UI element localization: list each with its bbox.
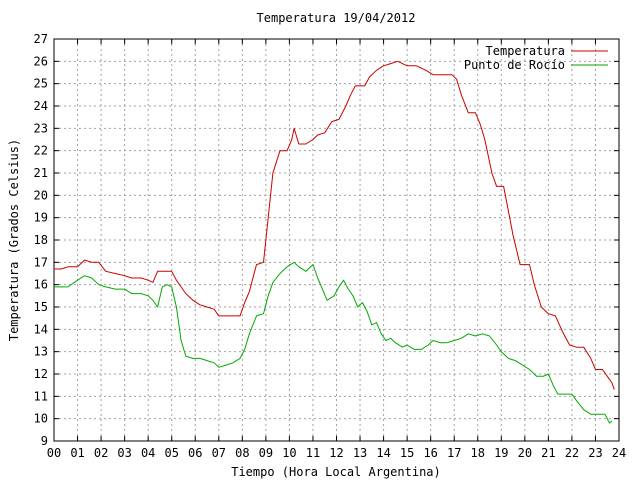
x-tick-label: 07 [212,446,226,460]
x-tick-label: 17 [447,446,461,460]
x-tick-label: 13 [353,446,367,460]
y-tick-label: 27 [34,32,48,46]
y-tick-label: 21 [34,166,48,180]
chart-title: Temperatura 19/04/2012 [257,11,416,25]
x-tick-label: 21 [541,446,555,460]
series-lines [54,60,615,424]
axis-ticks: 00 01 02 03 04 05 06 07 08 09 10 11 12 13 14 15 16 17 18 19… [34,32,627,460]
y-tick-label: 23 [34,121,48,135]
x-tick-label: 18 [471,446,485,460]
grid-lines [54,39,619,441]
x-tick-label: 00 [47,446,61,460]
x-tick-label: 08 [235,446,249,460]
x-tick-label: 05 [164,446,178,460]
x-tick-label: 12 [329,446,343,460]
y-tick-label: 19 [34,211,48,225]
y-tick-label: 25 [34,77,48,91]
x-tick-label: 15 [400,446,414,460]
x-axis-label: Tiempo (Hora Local Argentina) [231,465,441,479]
x-tick-label: 19 [494,446,508,460]
x-tick-label: 23 [588,446,602,460]
x-tick-label: 22 [565,446,579,460]
x-tick-label: 04 [141,446,155,460]
x-tick-label: 20 [518,446,532,460]
y-tick-label: 9 [41,434,48,448]
y-tick-label: 22 [34,144,48,158]
y-tick-label: 16 [34,278,48,292]
y-axis-label: Temperatura (Grados Celsius) [7,139,21,341]
series-line-punto-de-rocio [54,261,613,424]
y-tick-label: 13 [34,345,48,359]
y-tick-label: 11 [34,389,48,403]
y-tick-label: 18 [34,233,48,247]
x-tick-label: 14 [376,446,390,460]
series-line-temperatura [54,60,615,390]
x-tick-label: 24 [612,446,626,460]
x-tick-label: 10 [282,446,296,460]
y-tick-label: 24 [34,99,48,113]
y-tick-label: 17 [34,255,48,269]
legend-label: Punto de Rocío [464,58,565,72]
y-tick-label: 14 [34,322,48,336]
x-tick-label: 01 [70,446,84,460]
y-tick-label: 15 [34,300,48,314]
y-tick-label: 12 [34,367,48,381]
x-tick-label: 06 [188,446,202,460]
x-tick-label: 09 [259,446,273,460]
legend-label: Temperatura [486,44,565,58]
x-tick-label: 11 [306,446,320,460]
x-tick-label: 16 [423,446,437,460]
y-tick-label: 26 [34,54,48,68]
y-tick-label: 10 [34,412,48,426]
x-tick-label: 02 [94,446,108,460]
x-tick-label: 03 [117,446,131,460]
y-tick-label: 20 [34,188,48,202]
